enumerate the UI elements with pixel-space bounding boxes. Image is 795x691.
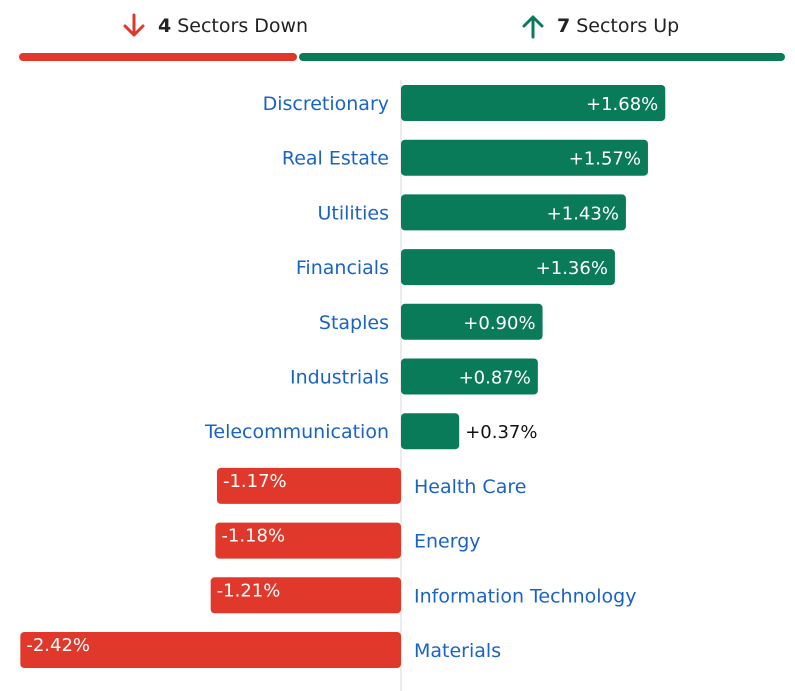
sectors-up-count: 7	[557, 15, 571, 37]
bar-1[interactable]	[401, 139, 648, 176]
value-label-1: +1.57%	[569, 149, 641, 170]
category-label-3[interactable]: Financials	[296, 257, 389, 279]
value-label-2: +1.43%	[547, 203, 619, 224]
category-label-4[interactable]: Staples	[319, 312, 389, 334]
bar-5[interactable]	[401, 358, 538, 395]
category-label-7[interactable]: Health Care	[414, 476, 526, 498]
arrow-up-icon	[522, 15, 544, 39]
value-label-5: +0.87%	[459, 368, 531, 389]
bar-0[interactable]	[401, 85, 666, 121]
value-label-7: -1.17%	[223, 471, 287, 492]
arrow-down-icon	[123, 13, 145, 37]
category-label-5[interactable]: Industrials	[290, 367, 389, 389]
bar-4[interactable]	[401, 303, 543, 340]
sectors-up-label: Sectors Up	[576, 15, 680, 37]
sectors-down-count: 4	[158, 15, 172, 37]
sector-summary-header: 4 Sectors Down 7 Sectors Up	[0, 0, 795, 50]
value-label-4: +0.90%	[463, 313, 535, 334]
sector-performance-chart: Discretionary +1.68% Real Estate +1.57% Util…	[20, 80, 666, 691]
category-label-10[interactable]: Materials	[414, 640, 501, 662]
bar-9[interactable]	[210, 577, 401, 614]
bar-10[interactable]	[20, 632, 402, 668]
sectors-down-label: Sectors Down	[177, 15, 309, 37]
value-label-8: -1.18%	[221, 526, 285, 547]
value-label-10: -2.42%	[26, 635, 90, 656]
sectors-up-summary: 7 Sectors Up	[521, 12, 679, 40]
bar-7[interactable]	[216, 467, 401, 504]
category-label-1[interactable]: Real Estate	[282, 148, 389, 170]
sectors-down-summary: 4 Sectors Down	[122, 12, 308, 40]
value-label-9: -1.21%	[217, 580, 281, 601]
bar-8[interactable]	[215, 522, 401, 559]
category-label-0[interactable]: Discretionary	[263, 93, 389, 115]
sectors-down-ratio-bar	[19, 53, 297, 61]
value-label-0: +1.68%	[586, 94, 658, 115]
value-label-3: +1.36%	[536, 258, 608, 279]
bar-2[interactable]	[401, 194, 626, 231]
bar-3[interactable]	[401, 249, 615, 286]
category-label-6[interactable]: Telecommunication	[204, 421, 389, 443]
bar-6[interactable]	[401, 413, 460, 450]
value-label-6: +0.37%	[465, 422, 537, 443]
category-label-8[interactable]: Energy	[414, 531, 481, 553]
sectors-up-ratio-bar	[299, 53, 785, 61]
category-label-2[interactable]: Utilities	[317, 202, 389, 224]
category-label-9[interactable]: Information Technology	[414, 585, 636, 607]
